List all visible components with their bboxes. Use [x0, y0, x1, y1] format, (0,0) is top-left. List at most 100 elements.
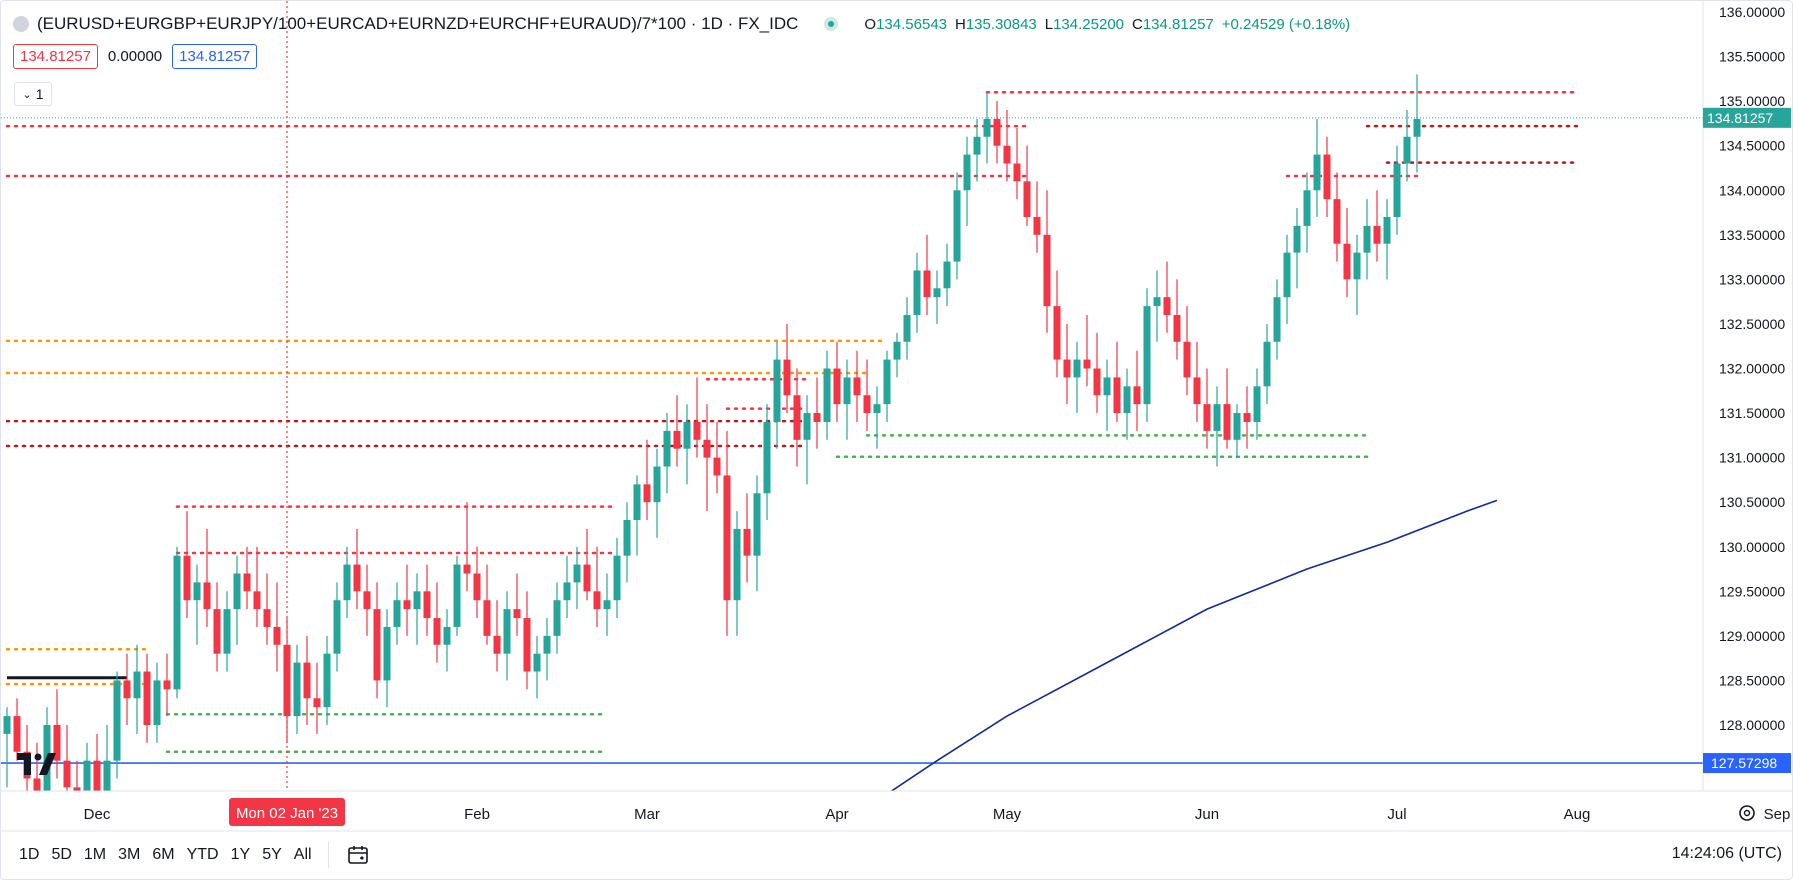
range-button-1y[interactable]: 1Y: [230, 846, 251, 863]
candle-body: [873, 404, 881, 414]
candle-body: [33, 778, 41, 791]
range-button-1m[interactable]: 1M: [83, 846, 107, 863]
bottom-toolbar: 1D 5D 1M 3M 6M YTD 1Y 5Y All 14:24:06 (UTC): [1, 831, 1792, 879]
candle-body: [73, 787, 81, 791]
tradingview-logo-icon[interactable]: [17, 753, 57, 775]
candle-body: [313, 698, 321, 708]
high-value: 135.30843: [965, 15, 1037, 33]
candle-body: [363, 591, 371, 610]
candle-body: [1323, 154, 1331, 200]
range-button-5d[interactable]: 5D: [51, 846, 72, 863]
candle-body: [1163, 297, 1171, 316]
time-axis: Dec Feb Mar Apr May Jun Jul Aug Sep Mon 02 Jan '2…: [1, 790, 1792, 832]
time-tick-label: May: [993, 806, 1022, 823]
candle-body: [713, 457, 721, 476]
candle-body: [1243, 413, 1251, 422]
low-label: L: [1044, 15, 1054, 33]
symbol-legend: (EURUSD+EURGBP+EURJPY/100+EURCAD+EURNZD+…: [13, 13, 1350, 35]
last-price-badge: [1703, 107, 1791, 128]
price-tick-label: 134.00000: [1719, 182, 1785, 198]
clock-display[interactable]: 14:24:06 (UTC): [1671, 845, 1782, 862]
candle-body: [1303, 190, 1311, 226]
candle-body: [1283, 252, 1291, 298]
candle-body: [733, 528, 741, 601]
candle-body: [793, 395, 801, 440]
candle-body: [1373, 225, 1381, 244]
crosshair-date-badge: [229, 798, 345, 826]
indicators-toggle-button[interactable]: ⌄ 1: [14, 82, 52, 106]
trade-boxes: 134.81257 0.00000 134.81257: [13, 44, 258, 69]
candle-body: [1263, 341, 1271, 387]
range-button-5y[interactable]: 5Y: [262, 846, 282, 863]
candle-body: [513, 609, 521, 619]
candle-body: [1083, 359, 1091, 369]
time-tick-label: Jul: [1387, 806, 1406, 823]
candle-body: [593, 591, 601, 610]
price-tick-label: 130.00000: [1719, 539, 1785, 555]
buy-price-button[interactable]: 134.81257: [172, 44, 258, 69]
price-tick-label: 131.00000: [1719, 450, 1785, 466]
candle-body: [1033, 216, 1041, 235]
candle-body: [103, 760, 111, 791]
time-tick-label: Apr: [825, 806, 848, 823]
time-tick-label: Aug: [1564, 806, 1591, 823]
spread-value: 0.00000: [107, 48, 163, 65]
candle-body: [483, 600, 491, 636]
range-button-3m[interactable]: 3M: [118, 846, 141, 863]
gear-ring: [1739, 805, 1755, 821]
range-button-1d[interactable]: 1D: [19, 846, 40, 863]
level-lines: [1, 90, 1703, 764]
candle-body: [813, 413, 821, 422]
candle-body: [293, 662, 301, 717]
candle-body: [383, 626, 391, 681]
toolbar-divider: [327, 842, 329, 868]
candle-body: [503, 609, 511, 654]
moving-average-line: [890, 499, 1498, 791]
candle-body: [1293, 225, 1301, 253]
candle-body: [693, 421, 701, 440]
candle-body: [1173, 315, 1181, 342]
candle-body: [493, 635, 501, 654]
market-status-icon[interactable]: [824, 17, 839, 31]
price-tick-label: 128.00000: [1719, 717, 1785, 733]
candle-body: [863, 395, 871, 414]
range-button-6m[interactable]: 6M: [152, 846, 175, 863]
candle-body: [883, 359, 891, 405]
candle-body: [623, 520, 631, 556]
close-label: C: [1132, 15, 1143, 33]
candle-body: [1143, 306, 1151, 405]
candle-body: [1413, 118, 1421, 137]
candle-body: [173, 555, 181, 690]
candle-body: [703, 439, 711, 458]
chevron-down-icon: ⌄: [22, 88, 32, 101]
low-value: 134.25200: [1053, 15, 1124, 33]
range-button-ytd[interactable]: YTD: [186, 846, 219, 863]
candle-body: [203, 582, 211, 610]
candle-body: [323, 653, 331, 708]
candle-body: [123, 680, 131, 699]
candle-body: [423, 591, 431, 619]
calendar-icon[interactable]: [347, 845, 369, 865]
candle-body: [1273, 297, 1281, 342]
time-tick-label: Feb: [464, 806, 490, 823]
candle-body: [773, 359, 781, 422]
candle-body: [533, 653, 541, 672]
candle-body: [113, 680, 121, 761]
candle-body: [643, 484, 651, 503]
symbol-title[interactable]: (EURUSD+EURGBP+EURJPY/100+EURCAD+EURNZD+…: [37, 14, 799, 33]
time-tick-label: Sep: [1764, 806, 1791, 823]
candle-body: [903, 315, 911, 342]
candle-body: [893, 341, 901, 360]
time-tick-label: Dec: [84, 806, 111, 823]
range-button-all[interactable]: All: [293, 846, 312, 863]
open-value: 134.56543: [876, 15, 947, 33]
candle-body: [343, 564, 351, 601]
candle-body: [1023, 181, 1031, 217]
candle-body: [223, 609, 231, 654]
sell-price-button[interactable]: 134.81257: [13, 44, 98, 69]
candle-body: [743, 528, 751, 556]
settings-gear-icon[interactable]: [1739, 805, 1755, 821]
price-tick-label: 134.50000: [1719, 138, 1785, 154]
candle-body: [1113, 377, 1121, 414]
